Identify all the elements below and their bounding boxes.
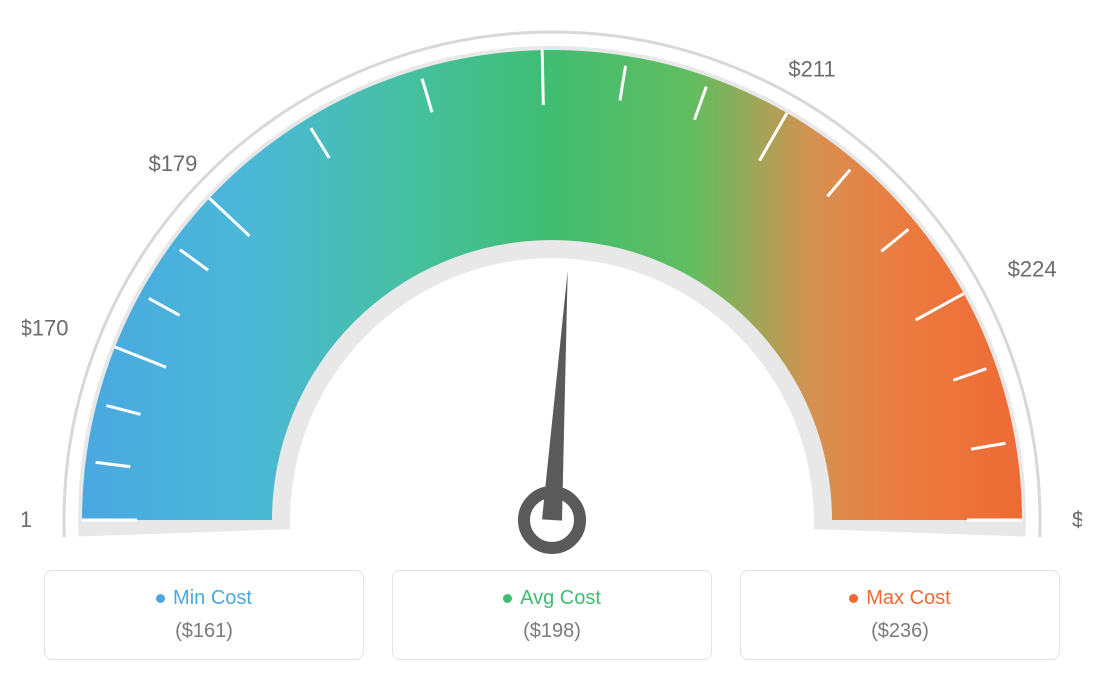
- legend-row: Min Cost ($161) Avg Cost ($198) Max Cost…: [20, 570, 1084, 660]
- legend-title-min: Min Cost: [173, 587, 252, 610]
- legend-card-min: Min Cost ($161): [44, 570, 364, 660]
- gauge-tick-label: $224: [1008, 256, 1057, 281]
- legend-value-max: ($236): [741, 620, 1059, 643]
- legend-card-avg: Avg Cost ($198): [392, 570, 712, 660]
- dot-min: [156, 594, 165, 603]
- dot-avg: [503, 594, 512, 603]
- legend-card-max: Max Cost ($236): [740, 570, 1060, 660]
- gauge-tick-label: $236: [1072, 507, 1082, 532]
- gauge-tick-label: $161: [22, 507, 32, 532]
- cost-gauge-chart: $161$170$179$198$211$224$236 Min Cost ($…: [20, 20, 1084, 660]
- legend-value-avg: ($198): [393, 620, 711, 643]
- gauge-svg: $161$170$179$198$211$224$236: [22, 20, 1082, 560]
- gauge-tick-label: $170: [22, 316, 69, 341]
- legend-title-avg: Avg Cost: [520, 587, 601, 610]
- legend-value-min: ($161): [45, 620, 363, 643]
- gauge-tick-label: $211: [788, 57, 835, 82]
- dot-max: [849, 594, 858, 603]
- gauge-needle: [542, 270, 568, 520]
- gauge-tick-label: $179: [148, 151, 197, 176]
- legend-title-max: Max Cost: [866, 587, 950, 610]
